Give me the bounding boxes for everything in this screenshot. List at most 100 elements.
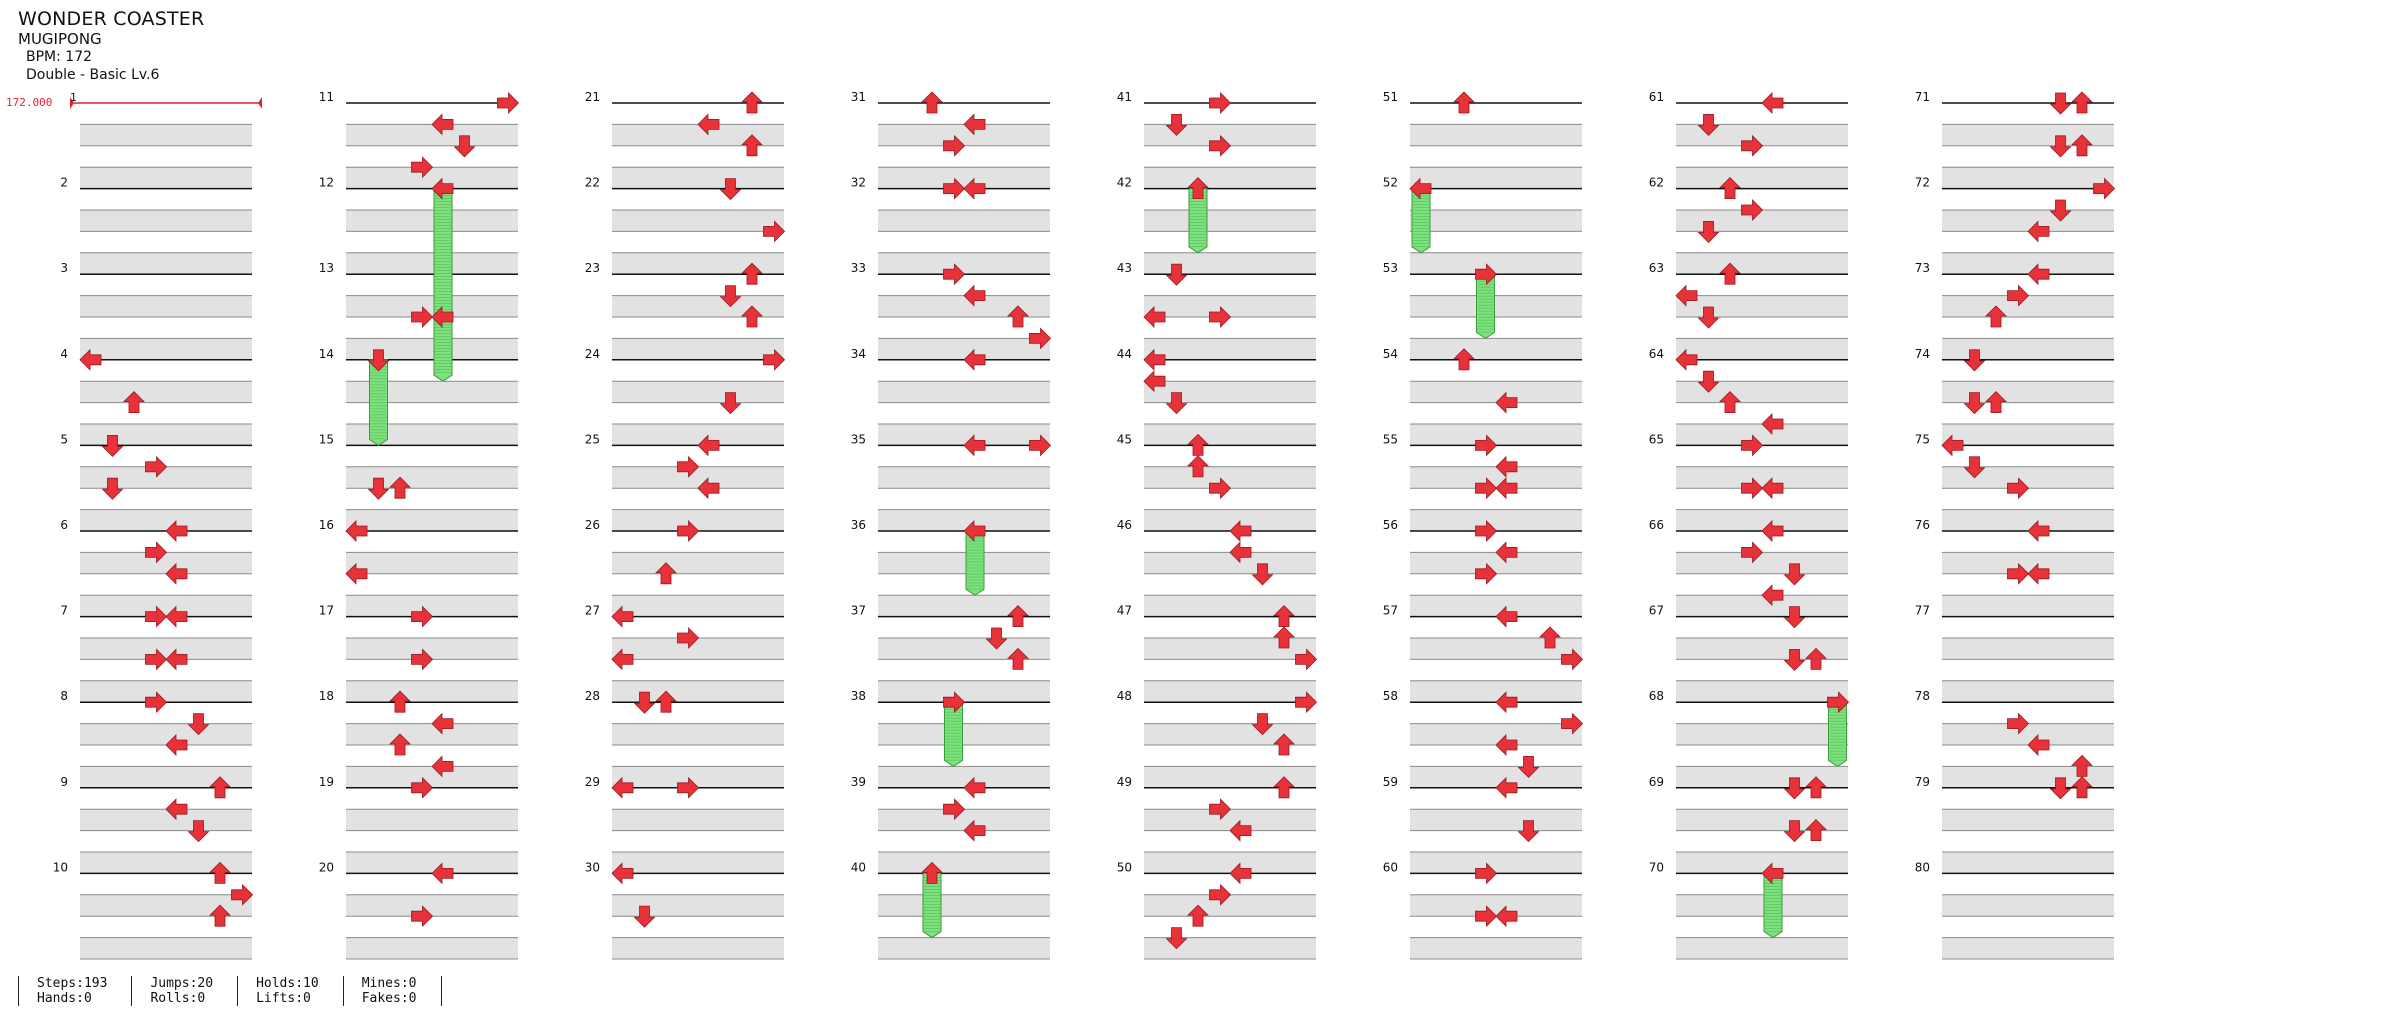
measure-shade xyxy=(346,809,518,831)
measure-26: 26 xyxy=(585,518,784,617)
arrow-down xyxy=(1165,927,1188,950)
arrow-down xyxy=(1963,392,1986,415)
measure-shade xyxy=(1410,809,1582,831)
arrow-right xyxy=(145,648,168,671)
measure-number: 35 xyxy=(851,432,866,446)
hold-body xyxy=(433,188,453,382)
measure-shade xyxy=(80,338,252,360)
measure-55: 55 xyxy=(1383,432,1582,531)
measure-73: 73 xyxy=(1915,261,2114,360)
measure-number: 10 xyxy=(53,860,68,874)
arrow-right xyxy=(1827,691,1850,714)
measure-shade xyxy=(612,595,784,617)
measure-number: 8 xyxy=(60,689,68,703)
measure-number: 74 xyxy=(1915,347,1930,361)
arrow-left xyxy=(1761,584,1784,607)
arrow-left xyxy=(963,348,986,371)
arrow-left xyxy=(1761,92,1784,114)
measure-shade xyxy=(1942,509,2114,531)
measure-number: 54 xyxy=(1383,347,1398,361)
measure-shade xyxy=(1144,424,1316,446)
measure-number: 27 xyxy=(585,604,600,618)
hold-note xyxy=(944,701,963,768)
arrow-left xyxy=(611,648,634,671)
measure-shade xyxy=(878,167,1050,189)
measure-shade xyxy=(1144,381,1316,403)
measure-number: 20 xyxy=(319,860,334,874)
measure-shade xyxy=(1676,680,1848,703)
measure-shade xyxy=(1410,937,1582,959)
arrow-right xyxy=(1741,477,1764,500)
measure-41: 41 xyxy=(1117,90,1316,189)
measure-shade xyxy=(80,638,252,660)
arrow-down xyxy=(1783,649,1806,671)
measure-shade xyxy=(1410,509,1582,531)
measure-shade xyxy=(1410,252,1582,275)
measure-number: 73 xyxy=(1915,261,1930,275)
measure-shade xyxy=(1942,680,2114,703)
measure-shade xyxy=(1676,552,1848,574)
arrow-right xyxy=(1209,306,1232,328)
difficulty-text: Double - Basic Lv.6 xyxy=(26,67,160,83)
measure-77: 77 xyxy=(1915,604,2114,703)
measure-13: 13 xyxy=(319,261,518,360)
arrow-right xyxy=(411,776,434,799)
arrow-left xyxy=(1495,776,1518,799)
measure-shade xyxy=(878,295,1050,317)
measure-shade xyxy=(1410,638,1582,660)
arrow-down xyxy=(101,477,124,500)
hold-note xyxy=(1828,701,1847,768)
arrow-down xyxy=(187,713,210,736)
measure-shade xyxy=(1676,852,1848,874)
measure-66: 66 xyxy=(1649,518,1848,617)
measure-58: 58 xyxy=(1383,689,1582,788)
hold-note xyxy=(433,188,453,382)
arrow-up xyxy=(1273,626,1295,649)
arrow-left xyxy=(345,562,368,585)
measure-shade xyxy=(612,424,784,446)
arrow-down xyxy=(1963,456,1986,479)
measure-number: 59 xyxy=(1383,775,1398,789)
arrow-right xyxy=(2007,562,2030,585)
measure-number: 11 xyxy=(319,90,334,104)
measure-shade xyxy=(80,124,252,146)
measure-68: 68 xyxy=(1649,689,1848,788)
arrow-up xyxy=(1187,177,1209,200)
measure-29: 29 xyxy=(585,775,784,874)
arrow-right xyxy=(1475,434,1498,457)
arrow-left xyxy=(431,113,454,136)
arrow-down xyxy=(985,627,1008,650)
song-info: WONDER COASTER MUGIPONG BPM: 172 Double … xyxy=(18,8,204,84)
measure-shade xyxy=(612,809,784,831)
arrow-left xyxy=(1761,413,1784,435)
arrow-up xyxy=(1805,819,1827,841)
measure-shade xyxy=(1676,466,1848,489)
measure-60: 60 xyxy=(1383,860,1582,960)
measure-shade xyxy=(878,766,1050,788)
measure-1 xyxy=(80,123,252,189)
measure-shade xyxy=(878,937,1050,959)
measure-shade xyxy=(1942,338,2114,360)
measure-shade xyxy=(1410,552,1582,574)
measure-71: 71 xyxy=(1915,90,2114,189)
measure-number: 77 xyxy=(1915,604,1930,618)
arrow-down xyxy=(1165,263,1188,286)
arrow-left xyxy=(1675,348,1698,371)
arrow-right xyxy=(677,455,700,478)
measure-52: 52 xyxy=(1383,176,1582,275)
measure-number: 28 xyxy=(585,689,600,703)
arrow-up xyxy=(741,262,763,285)
arrow-right xyxy=(1029,434,1052,457)
arrow-left xyxy=(165,605,188,628)
measure-shade xyxy=(1676,124,1848,146)
measure-shade xyxy=(612,509,784,531)
measure-28: 28 xyxy=(585,689,784,788)
measure-number: 13 xyxy=(319,261,334,275)
measure-shade xyxy=(1676,638,1848,660)
measure-shade xyxy=(1942,552,2114,574)
arrow-down xyxy=(101,434,124,457)
bpm-tick-right xyxy=(258,97,262,109)
measure-17: 17 xyxy=(319,604,518,703)
measure-shade xyxy=(1942,937,2114,959)
measure-shade xyxy=(80,252,252,275)
